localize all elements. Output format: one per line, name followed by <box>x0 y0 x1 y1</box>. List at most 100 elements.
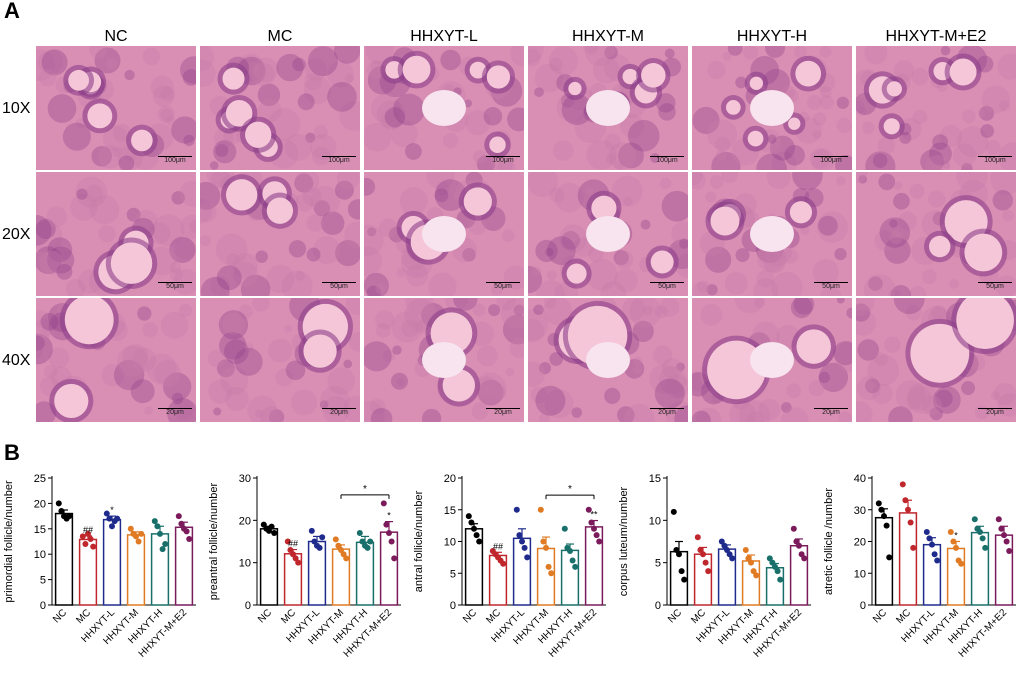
micrograph-hhxyt-m-e2-10x <box>856 46 1016 170</box>
y-tick-label: 15 <box>444 505 456 517</box>
scale-bar-label: 100μm <box>164 157 186 164</box>
y-tick-label: 20 <box>444 473 456 485</box>
data-point <box>500 560 507 567</box>
data-point <box>923 528 930 535</box>
micrograph-hhxyt-m-20x <box>528 172 688 296</box>
data-point <box>471 525 477 532</box>
data-point <box>183 528 190 535</box>
row-label-40x: 40X <box>2 352 31 369</box>
micrograph-hhxyt-l-40x <box>364 298 524 422</box>
data-point <box>899 481 906 488</box>
data-point <box>268 523 275 530</box>
data-point <box>127 525 134 532</box>
scale-bar: 20μm <box>486 408 520 416</box>
bar-nc <box>54 512 74 606</box>
scale-bar-label: 50μm <box>166 283 184 290</box>
x-tick-label-nc: NC <box>666 607 684 625</box>
chart-atretic-follicle-number: atretic follicle /number 0 10 20 30 40 NC MC HHX… <box>820 460 1024 685</box>
bar-hhxyt-m-e2 <box>379 531 399 606</box>
y-axis-label: primordial follicle/number <box>3 480 15 603</box>
data-point <box>103 510 110 517</box>
y-tick-label: 10 <box>854 568 866 580</box>
data-point <box>591 525 597 532</box>
y-axis-label: antral follicle/number <box>413 490 425 592</box>
data-point <box>971 516 978 523</box>
y-tick-label: 20 <box>34 498 46 510</box>
data-point <box>801 555 808 562</box>
y-tick-label: 15 <box>649 473 661 485</box>
scale-bar: 20μm <box>814 408 848 416</box>
significance-marker: * <box>954 531 958 541</box>
data-point <box>295 559 302 566</box>
chart-corpus-luteum-number: corpus luteum/number 0 5 10 15 NC MC HHXYT-L HHX… <box>615 460 819 685</box>
y-tick-label: 30 <box>854 505 866 517</box>
data-point <box>135 538 142 545</box>
data-point <box>380 500 387 507</box>
data-point <box>585 506 592 513</box>
data-point <box>572 563 579 570</box>
bar-hhxyt-m-e2 <box>994 534 1014 606</box>
data-point <box>931 551 938 558</box>
data-point <box>316 544 323 551</box>
y-axis-label: corpus luteum/number <box>618 486 630 596</box>
scale-bar: 100μm <box>814 156 848 164</box>
data-point <box>907 519 914 526</box>
data-point <box>958 560 965 567</box>
scale-bar-label: 20μm <box>494 409 512 416</box>
data-point <box>953 544 959 551</box>
x-tick-label-mc: MC <box>74 607 93 626</box>
scale-bar: 100μm <box>978 156 1012 164</box>
bar-hhxyt-m <box>126 534 146 606</box>
data-point <box>468 519 475 526</box>
y-tick-label: 20 <box>239 515 251 527</box>
data-point <box>998 525 1005 532</box>
data-point <box>548 570 555 577</box>
scale-bar-label: 100μm <box>492 157 514 164</box>
x-tick-label-nc: NC <box>871 607 889 625</box>
data-point <box>950 538 957 545</box>
data-point <box>796 542 802 549</box>
micrograph-nc-20x <box>36 172 196 296</box>
scale-bar-label: 100μm <box>820 157 842 164</box>
y-tick-label: 0 <box>860 600 866 612</box>
scale-bar: 20μm <box>650 408 684 416</box>
data-point <box>109 523 115 530</box>
data-point <box>748 559 754 566</box>
scale-bar-label: 20μm <box>166 409 184 416</box>
scale-bar: 50μm <box>486 282 520 290</box>
data-point <box>66 513 73 520</box>
data-point <box>694 534 701 541</box>
data-point <box>569 557 576 564</box>
micrograph-hhxyt-l-10x <box>364 46 524 170</box>
scale-bar: 20μm <box>322 408 356 416</box>
column-label-mc: MC <box>267 28 293 45</box>
data-point <box>929 541 935 548</box>
y-tick-label: 0 <box>655 600 661 612</box>
data-point <box>271 530 278 537</box>
data-point <box>383 521 390 528</box>
data-point <box>593 532 600 539</box>
micrograph-mc-10x <box>200 46 360 170</box>
micrograph-mc-20x <box>200 172 360 296</box>
column-label-hhxyt-m: HHXYT-M <box>572 28 644 45</box>
significance-marker: * <box>110 505 114 515</box>
bar-hhxyt-l <box>512 537 532 606</box>
data-point <box>465 513 472 520</box>
data-point <box>790 525 797 532</box>
micrograph-nc-40x <box>36 298 196 422</box>
data-point <box>995 516 1002 523</box>
data-point <box>319 534 326 541</box>
data-point <box>476 538 483 545</box>
data-point <box>157 530 163 537</box>
y-tick-label: 10 <box>239 558 251 570</box>
y-axis-label: preantral follicle/number <box>208 482 220 600</box>
data-point <box>58 508 65 515</box>
data-point <box>702 559 709 566</box>
data-point <box>1006 548 1013 555</box>
scale-bar: 100μm <box>486 156 520 164</box>
scale-bar-label: 100μm <box>984 157 1006 164</box>
chart-primordial-follicle-number: primordial follicle/number 0 5 10 15 20 25 NC MC… <box>0 460 204 685</box>
scale-bar: 50μm <box>650 282 684 290</box>
data-point <box>106 515 113 522</box>
data-point <box>87 535 94 542</box>
